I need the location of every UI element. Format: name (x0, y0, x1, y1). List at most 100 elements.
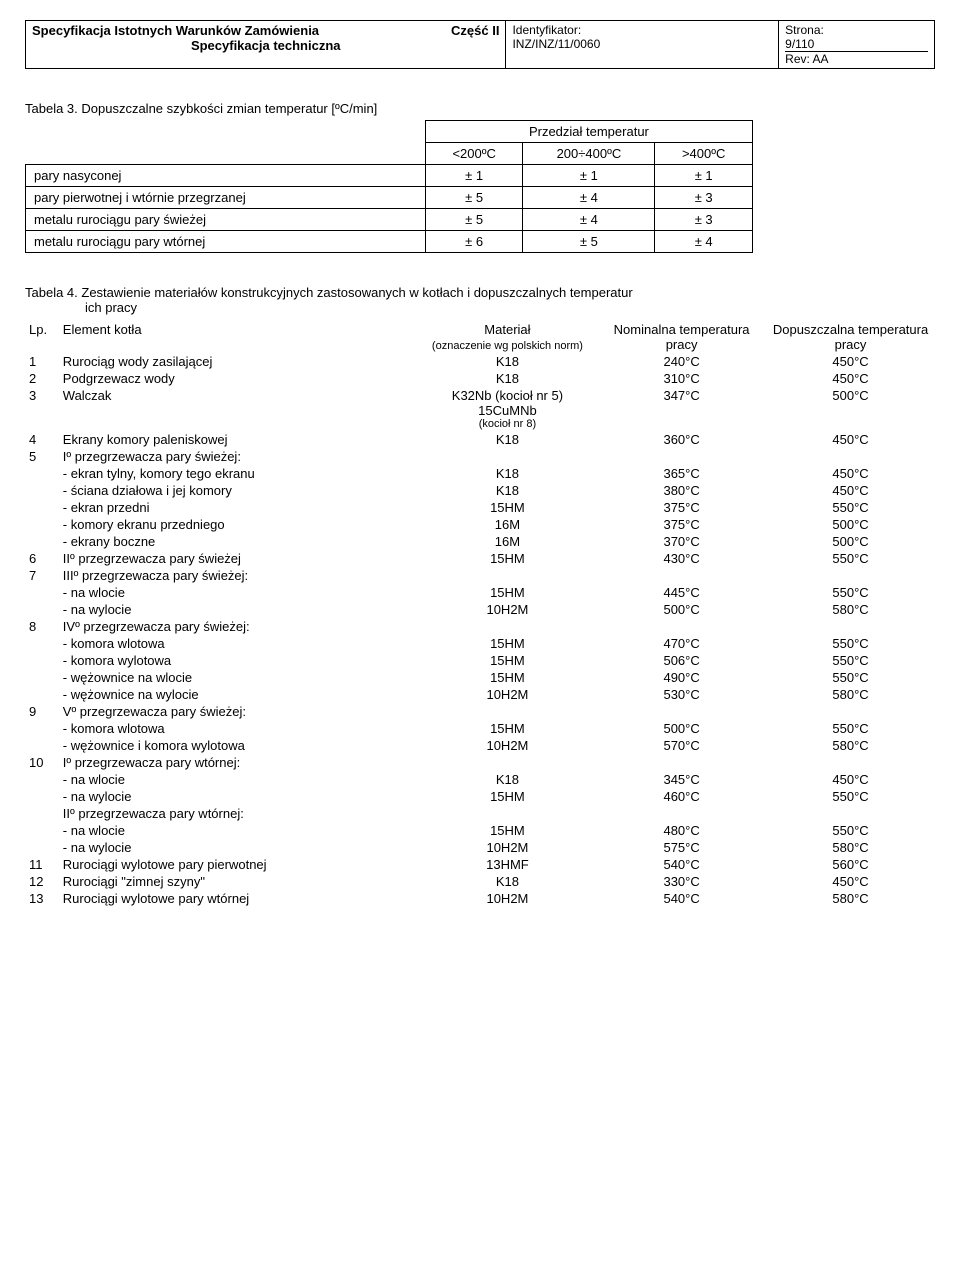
t4-cell-element: - na wylocie (59, 788, 418, 805)
t4-cell-nominal (597, 618, 766, 635)
t4-cell-dopuszczalna: 550°C (766, 652, 935, 669)
t4-cell-material: K18 (418, 482, 597, 499)
t4-cell-dopuszczalna: 550°C (766, 669, 935, 686)
t4-cell-nominal: 500°C (597, 720, 766, 737)
tabela3-cell: ± 6 (425, 231, 523, 253)
t4-cell-nominal: 540°C (597, 856, 766, 873)
tabela3-cell: ± 1 (523, 165, 655, 187)
t4-cell-lp (25, 737, 59, 754)
t4-cell-nominal (597, 703, 766, 720)
t4-cell-element: - komora wlotowa (59, 720, 418, 737)
tabela3-cell: ± 5 (425, 209, 523, 231)
t4-cell-dopuszczalna: 450°C (766, 370, 935, 387)
rev-label: Rev: AA (785, 52, 928, 66)
t4-cell-dopuszczalna: 550°C (766, 720, 935, 737)
t4-cell-element: Ekrany komory paleniskowej (59, 431, 418, 448)
t4-cell-material (418, 448, 597, 465)
t4-cell-nominal: 575°C (597, 839, 766, 856)
tabela3-cell: ± 5 (425, 187, 523, 209)
t4-cell-element: - na wlocie (59, 771, 418, 788)
t4-cell-nominal: 240°C (597, 353, 766, 370)
header-subtitle: Specyfikacja techniczna (32, 38, 499, 53)
t4-cell-dopuszczalna: 450°C (766, 465, 935, 482)
t4-cell-nominal: 430°C (597, 550, 766, 567)
t4-cell-dopuszczalna (766, 703, 935, 720)
tabela4-row: 9Vº przegrzewacza pary świeżej: (25, 703, 935, 720)
ident-label: Identyfikator: (512, 23, 772, 37)
t4-cell-nominal: 375°C (597, 516, 766, 533)
tabela4-row: 2Podgrzewacz wodyK18310°C450°C (25, 370, 935, 387)
tabela4-row: - na wylocie10H2M500°C580°C (25, 601, 935, 618)
t4-cell-nominal: 460°C (597, 788, 766, 805)
t4-cell-dopuszczalna: 550°C (766, 499, 935, 516)
t4-cell-dopuszczalna: 550°C (766, 584, 935, 601)
t4-cell-material (418, 754, 597, 771)
tabela4-row: 13Rurociągi wylotowe pary wtórnej10H2M54… (25, 890, 935, 907)
t4-cell-dopuszczalna: 500°C (766, 387, 935, 431)
tabela4: Lp. Element kotła Materiał (oznaczenie w… (25, 321, 935, 907)
tabela4-row: - ekran tylny, komory tego ekranuK18365°… (25, 465, 935, 482)
tabela4-row: - komora wlotowa15HM500°C550°C (25, 720, 935, 737)
t4-cell-lp (25, 499, 59, 516)
tabela4-row: - wężownice na wlocie15HM490°C550°C (25, 669, 935, 686)
t4-cell-dopuszczalna (766, 805, 935, 822)
t4-cell-element: Iº przegrzewacza pary wtórnej: (59, 754, 418, 771)
tabela4-row: - komora wlotowa15HM470°C550°C (25, 635, 935, 652)
t4-cell-lp: 12 (25, 873, 59, 890)
header-left: Specyfikacja Istotnych Warunków Zamówien… (26, 21, 506, 68)
t4-cell-dopuszczalna: 580°C (766, 737, 935, 754)
t4-cell-element: IIIº przegrzewacza pary świeżej: (59, 567, 418, 584)
t4-cell-element: IVº przegrzewacza pary świeżej: (59, 618, 418, 635)
tabela4-row: - na wlocie15HM480°C550°C (25, 822, 935, 839)
t4-cell-element: - ściana działowa i jej komory (59, 482, 418, 499)
t4-cell-element: - na wlocie (59, 584, 418, 601)
t4-cell-lp: 10 (25, 754, 59, 771)
t4-cell-nominal: 380°C (597, 482, 766, 499)
t4-cell-nominal (597, 754, 766, 771)
t4-cell-element: - komory ekranu przedniego (59, 516, 418, 533)
tabela3: Przedział temperatur <200ºC 200÷400ºC >4… (25, 120, 753, 253)
t4-cell-material: K18 (418, 431, 597, 448)
tabela3-cell: ± 4 (523, 187, 655, 209)
header-title: Specyfikacja Istotnych Warunków Zamówien… (32, 23, 319, 38)
t4-cell-lp (25, 788, 59, 805)
t4-cell-material: K18 (418, 370, 597, 387)
t4-cell-nominal (597, 567, 766, 584)
t4-cell-lp (25, 465, 59, 482)
t4-cell-lp: 11 (25, 856, 59, 873)
t4-cell-dopuszczalna: 450°C (766, 353, 935, 370)
t4-cell-material: 10H2M (418, 737, 597, 754)
tabela3-col2: >400ºC (655, 143, 753, 165)
t4-cell-dopuszczalna: 550°C (766, 822, 935, 839)
t4-cell-material: 10H2M (418, 601, 597, 618)
t4-cell-lp: 1 (25, 353, 59, 370)
t4-cell-nominal: 345°C (597, 771, 766, 788)
t4-cell-material: 10H2M (418, 890, 597, 907)
t4-cell-element: Rurociągi wylotowe pary wtórnej (59, 890, 418, 907)
tabela3-col0: <200ºC (425, 143, 523, 165)
t4-cell-dopuszczalna: 450°C (766, 482, 935, 499)
tabela3-caption: Tabela 3. Dopuszczalne szybkości zmian t… (25, 101, 935, 116)
header-part: Część II (451, 23, 499, 38)
t4-cell-nominal: 490°C (597, 669, 766, 686)
section-tabela4: Tabela 4. Zestawienie materiałów konstru… (25, 285, 935, 907)
t4-cell-lp: 3 (25, 387, 59, 431)
tabela4-row: - komory ekranu przedniego16M375°C500°C (25, 516, 935, 533)
tabela3-cell: ± 1 (425, 165, 523, 187)
t4-cell-material: K32Nb (kocioł nr 5)15CuMNb(kocioł nr 8) (418, 387, 597, 431)
t4-cell-dopuszczalna: 560°C (766, 856, 935, 873)
t4-cell-nominal: 470°C (597, 635, 766, 652)
t4-cell-material: K18 (418, 353, 597, 370)
t4-cell-nominal: 445°C (597, 584, 766, 601)
t4-cell-dopuszczalna: 580°C (766, 601, 935, 618)
t4-cell-material: 13HMF (418, 856, 597, 873)
t4-cell-material: 15HM (418, 652, 597, 669)
tabela3-row: metalu rurociągu pary świeżej± 5± 4± 3 (26, 209, 753, 231)
t4-cell-element: - na wlocie (59, 822, 418, 839)
tabela4-row: - wężownice na wylocie10H2M530°C580°C (25, 686, 935, 703)
t4-cell-element: - wężownice na wylocie (59, 686, 418, 703)
tabela4-row: IIº przegrzewacza pary wtórnej: (25, 805, 935, 822)
tabela4-caption-l1: Tabela 4. Zestawienie materiałów konstru… (25, 285, 935, 300)
t4-cell-dopuszczalna (766, 448, 935, 465)
t4-cell-element: - ekran tylny, komory tego ekranu (59, 465, 418, 482)
